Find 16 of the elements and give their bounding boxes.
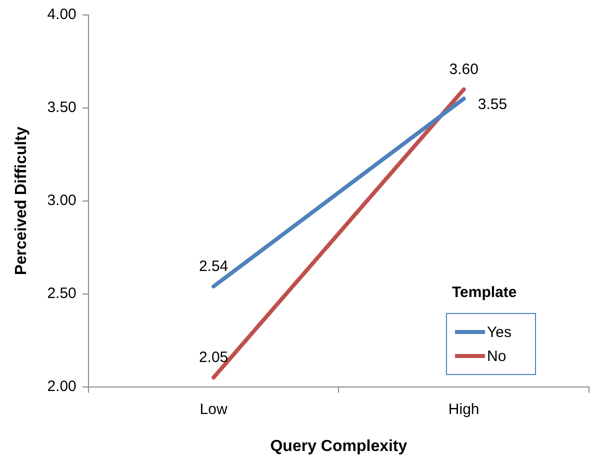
x-axis-title: Query Complexity — [270, 438, 408, 455]
legend-title: Template — [452, 284, 518, 301]
x-tick-label: Low — [200, 400, 228, 418]
legend-label: Yes — [487, 324, 512, 340]
y-tick-label: 4.00 — [47, 6, 76, 24]
y-tick-label: 3.00 — [47, 192, 76, 210]
data-label: 2.05 — [198, 349, 228, 366]
legend-label: No — [487, 348, 506, 364]
data-label: 2.54 — [198, 258, 228, 276]
data-label: 3.60 — [449, 61, 478, 78]
y-tick-label: 2.50 — [47, 284, 76, 302]
data-label: 3.55 — [478, 96, 508, 113]
x-tick-label: High — [448, 400, 480, 418]
y-tick-label: 3.50 — [47, 99, 76, 116]
y-tick-label: 2.00 — [47, 378, 76, 395]
y-axis-title: Perceived Difficulty — [13, 126, 30, 276]
